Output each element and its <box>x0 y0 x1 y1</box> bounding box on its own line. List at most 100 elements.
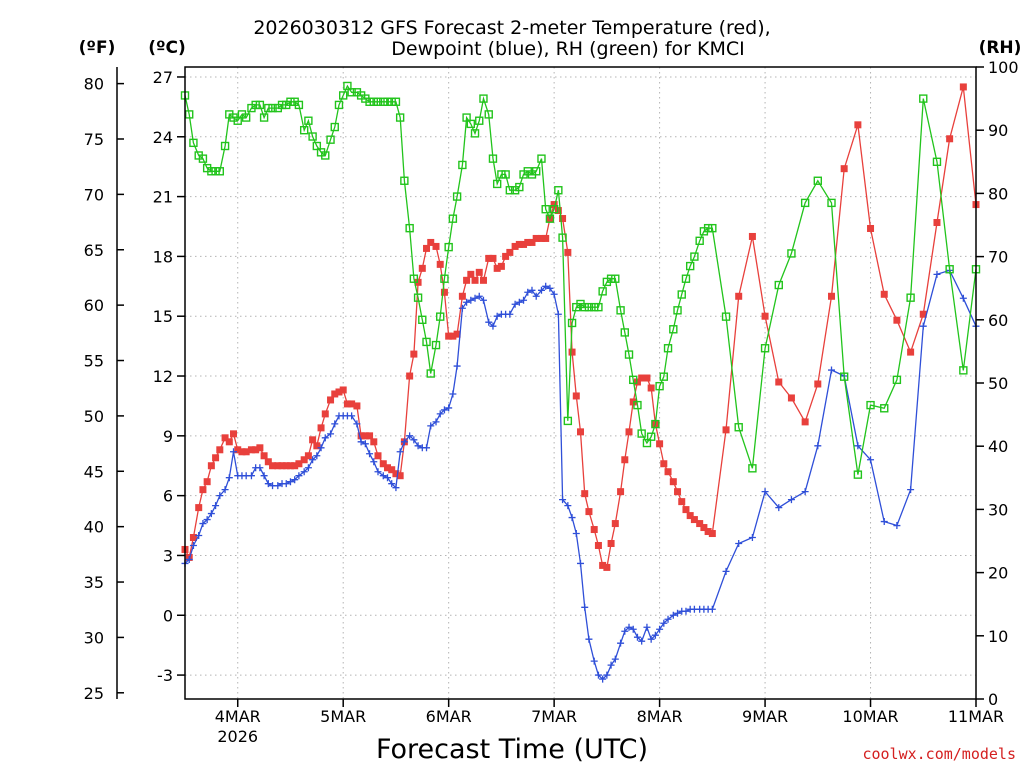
dewpoint-point <box>511 300 519 308</box>
temperature-point <box>621 456 629 464</box>
dewpoint-point <box>524 288 532 296</box>
dewpoint-point <box>656 625 664 633</box>
date-tick-label: 9MAR <box>742 707 788 726</box>
temperature-point <box>225 438 233 446</box>
rh-tick-label: 30 <box>988 500 1008 519</box>
rh-point <box>294 100 304 110</box>
dewpoint-point <box>230 448 238 456</box>
temperature-point <box>656 440 664 448</box>
temperature-point <box>559 215 567 223</box>
temperature-point <box>304 452 312 460</box>
temperature-point <box>327 396 335 404</box>
date-tick-label: 4MAR <box>215 707 261 726</box>
temperature-point <box>252 446 260 454</box>
dewpoint-point <box>594 671 602 679</box>
temperature-point <box>418 264 426 272</box>
rh-point <box>484 110 493 119</box>
temperature-point <box>467 270 475 278</box>
temperature-point <box>212 454 220 462</box>
rh-point <box>677 290 686 299</box>
fahrenheit-tick-label: 80 <box>84 75 104 94</box>
rh-point <box>436 312 445 321</box>
dewpoint-point <box>440 406 448 414</box>
rh-point <box>255 100 265 110</box>
temperature-point <box>295 460 303 468</box>
fahrenheit-tick-label: 30 <box>84 628 104 647</box>
rh-point <box>642 438 652 448</box>
fahrenheit-tick-label: 55 <box>84 352 104 371</box>
rh-point <box>405 223 414 233</box>
celsius-tick-label: 9 <box>163 427 173 446</box>
dewpoint-point <box>625 623 633 631</box>
dewpoint-point <box>564 502 572 510</box>
rh-point <box>312 141 322 151</box>
dewpoint-point <box>748 534 756 542</box>
rh-tick-label: 10 <box>988 627 1008 646</box>
rh-point <box>418 315 427 324</box>
dewpoint-point <box>814 442 822 450</box>
rh-point <box>251 100 260 110</box>
temperature-point <box>436 260 444 268</box>
date-tick-label: 7MAR <box>531 707 577 726</box>
rh-point <box>268 103 277 113</box>
dewpoint-point <box>528 286 536 294</box>
temperature-point <box>189 534 197 542</box>
temperature-point <box>532 234 540 242</box>
dewpoint-point <box>383 474 391 482</box>
rh-point <box>655 381 664 391</box>
rh-point <box>387 97 396 106</box>
rh-point <box>681 274 691 283</box>
dewpoint-point <box>414 442 422 450</box>
dewpoint-point <box>554 310 562 318</box>
rh-point <box>663 344 673 353</box>
rh-point <box>492 179 502 189</box>
temperature-point <box>423 244 431 252</box>
rh-point <box>892 375 902 385</box>
dewpoint-point <box>207 510 215 518</box>
rh-point <box>413 293 423 302</box>
rh-point <box>373 97 383 106</box>
temperature-point <box>463 276 471 284</box>
dewpoint-point <box>479 296 487 304</box>
rh-point <box>369 97 378 106</box>
rh-point <box>475 116 484 125</box>
rh-point <box>466 119 476 129</box>
temperature-point <box>669 478 677 486</box>
rh-point <box>760 344 770 353</box>
dewpoint-point <box>453 362 461 370</box>
rh-point <box>395 113 405 122</box>
rh-point <box>611 274 620 283</box>
dewpoint-point <box>603 671 611 679</box>
rh-point <box>590 302 599 312</box>
dewpoint-point <box>291 476 299 484</box>
rh-point <box>629 375 638 385</box>
rh-point <box>505 186 515 195</box>
rh-point <box>541 204 550 214</box>
temperature-point <box>471 276 479 284</box>
dewpoint-point <box>264 480 272 488</box>
dewpoint-point <box>471 294 479 302</box>
dewpoint-point <box>775 504 783 512</box>
rh-tick-label: 70 <box>988 248 1008 267</box>
temperature-point <box>256 444 264 452</box>
dewpoint-point <box>867 456 875 464</box>
rh-point <box>458 160 467 170</box>
rh-point <box>189 138 198 148</box>
rh-point <box>379 97 388 106</box>
dewpoint-point <box>286 478 294 486</box>
temperature-point <box>207 462 215 470</box>
dewpoint-point <box>327 430 335 438</box>
rh-point <box>800 198 810 208</box>
dewpoint-point <box>475 292 483 300</box>
axis-ticks: -3 0 3 6 9 12 15 18 21 24 27 25 30 35 40 45 50 55 60 65 70 75… <box>84 58 1019 746</box>
rh-point <box>695 236 704 246</box>
temperature-point <box>682 506 690 514</box>
rh-point <box>906 293 915 302</box>
temperature-point <box>633 378 641 386</box>
rh-point <box>659 372 669 381</box>
dewpoint-point <box>638 637 646 645</box>
temperature-point <box>959 83 967 91</box>
dewpoint-point <box>485 318 493 326</box>
temperature-point <box>919 310 927 318</box>
